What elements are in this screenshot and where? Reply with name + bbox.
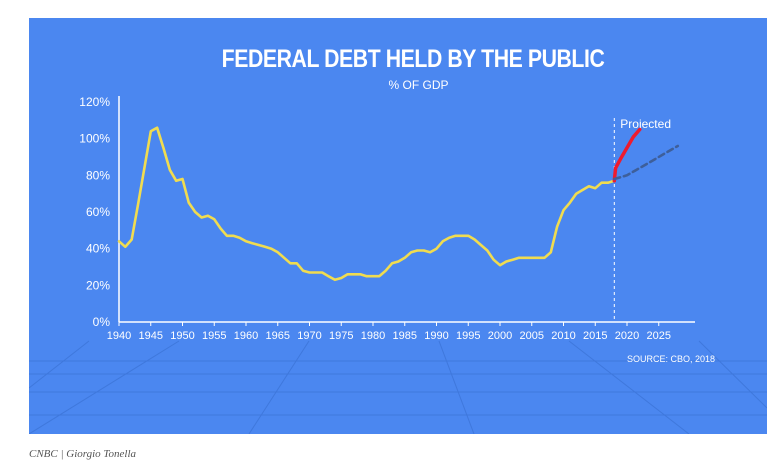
x-tick-label: 1995 (456, 330, 480, 342)
x-tick-label: 1940 (107, 330, 131, 342)
y-tick-label: 60% (86, 205, 110, 219)
perspective-floor (29, 340, 767, 434)
x-tick-label: 2015 (583, 330, 607, 342)
y-tick-label: 120% (79, 95, 110, 109)
x-tick-label: 2010 (551, 330, 575, 342)
x-tick-label: 1985 (393, 330, 417, 342)
series-line-0 (117, 126, 616, 282)
y-tick-label: 40% (86, 242, 110, 256)
x-tick-label: 2000 (488, 330, 512, 342)
x-tick-label: 1990 (424, 330, 448, 342)
x-tick-label: 2005 (520, 330, 544, 342)
chart-panel: FEDERAL DEBT HELD BY THE PUBLIC % OF GDP… (29, 18, 767, 434)
series-line-1 (612, 127, 642, 183)
source-note: SOURCE: CBO, 2018 (627, 354, 716, 364)
line-chart: 0% 20% 40% 60% 80% 100% 120% 1940 1945 1950 1955 19… (79, 95, 695, 342)
y-tick-label: 100% (79, 132, 110, 146)
x-tick-label: 2020 (615, 330, 639, 342)
x-tick-label: 1975 (329, 330, 353, 342)
x-tick-label: 1955 (202, 330, 226, 342)
x-tick-label: 1965 (266, 330, 290, 342)
series-line-2 (612, 144, 680, 181)
chart-subtitle: % OF GDP (388, 78, 449, 92)
image-credit: CNBC | Giorgio Tonella (29, 448, 137, 460)
x-tick-label: 2025 (647, 330, 671, 342)
x-tick-label: 1945 (139, 330, 163, 342)
y-tick-label: 0% (93, 315, 111, 329)
projected-annotation: Projected (620, 117, 671, 131)
y-tick-label: 20% (86, 278, 110, 292)
x-tick-label: 1960 (234, 330, 258, 342)
y-tick-label: 80% (86, 168, 110, 182)
x-tick-label: 1970 (297, 330, 321, 342)
chart-title: FEDERAL DEBT HELD BY THE PUBLIC (221, 45, 605, 73)
x-tick-label: 1950 (170, 330, 194, 342)
x-tick-label: 1980 (361, 330, 385, 342)
